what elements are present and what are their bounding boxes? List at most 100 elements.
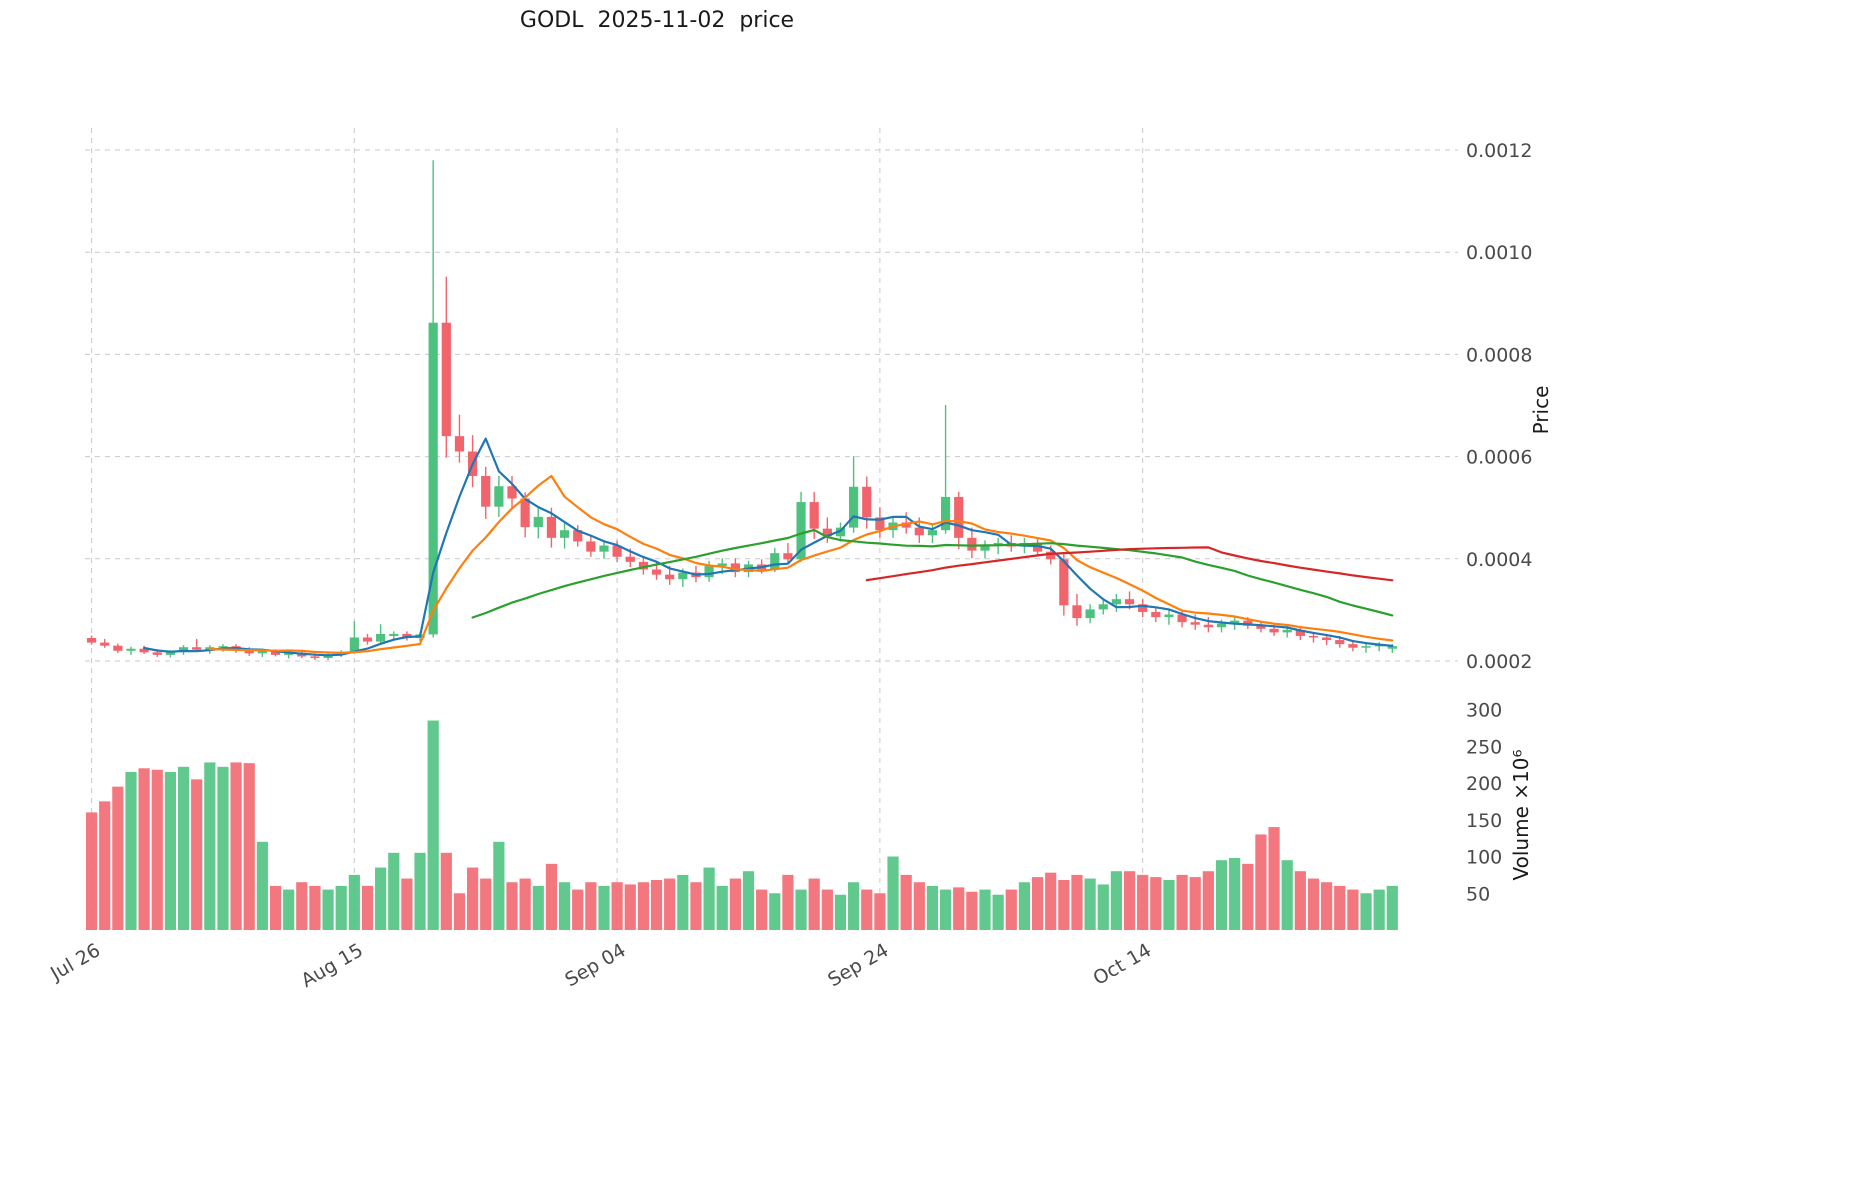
- candle-body: [389, 633, 399, 636]
- volume-bar: [1307, 878, 1320, 930]
- volume-bar: [1202, 871, 1214, 930]
- volume-bar: [1123, 871, 1136, 930]
- candle-body: [1374, 645, 1384, 647]
- volume-bar: [1294, 871, 1306, 930]
- candle-body: [783, 553, 793, 560]
- volume-bar: [624, 884, 636, 930]
- volume-bar: [598, 885, 610, 930]
- volume-bar: [256, 841, 268, 930]
- candle-body: [980, 545, 990, 551]
- candle-body: [165, 651, 176, 655]
- price-tick-label: 0.0012: [1466, 140, 1532, 162]
- volume-bar: [532, 885, 544, 930]
- ma-line-60: [865, 546, 1394, 582]
- candle-body: [665, 574, 675, 580]
- candle-body: [1243, 620, 1253, 626]
- volume-bar: [637, 882, 649, 930]
- volume-bar: [664, 878, 676, 930]
- volume-bar: [204, 762, 216, 930]
- volume-bar: [1110, 871, 1122, 930]
- volume-bar: [427, 720, 439, 930]
- volume-bar: [782, 874, 794, 930]
- volume-bar: [388, 852, 400, 930]
- candle-body: [126, 648, 136, 651]
- volume-bar: [572, 889, 584, 930]
- candle-body: [559, 530, 570, 538]
- volume-bar: [756, 889, 768, 930]
- volume-tick-label: 50: [1466, 883, 1490, 905]
- candle-body: [1059, 559, 1069, 606]
- volume-bar: [493, 841, 505, 930]
- volume-bar: [585, 882, 597, 930]
- volume-bar: [401, 878, 413, 930]
- volume-bar: [1137, 874, 1149, 930]
- volume-bar: [1045, 872, 1057, 930]
- candle-body: [849, 486, 859, 528]
- x-tick-label: Oct 14: [1090, 939, 1156, 990]
- x-tick-label: Sep 24: [824, 939, 892, 991]
- candle-body: [638, 561, 648, 570]
- volume-bar: [1084, 878, 1096, 930]
- candle-body: [1124, 599, 1135, 605]
- volume-bar: [913, 882, 925, 930]
- candle-body: [1230, 620, 1240, 624]
- volume-bar: [453, 893, 466, 930]
- volume-bar: [375, 867, 387, 930]
- candle-body: [1111, 599, 1121, 605]
- volume-bar: [1150, 877, 1162, 930]
- volume-bar: [650, 880, 663, 930]
- candle-body: [586, 541, 596, 552]
- volume-bar: [85, 812, 98, 930]
- volume-bar: [296, 882, 308, 930]
- candle-body: [494, 486, 504, 507]
- candle-body: [1098, 604, 1108, 610]
- volume-bar: [861, 889, 873, 930]
- candle-body: [533, 516, 543, 528]
- volume-bar: [1071, 874, 1083, 930]
- volume-bar: [335, 885, 347, 930]
- candle-body: [927, 530, 938, 536]
- candle-body: [1046, 551, 1056, 560]
- volume-bar: [611, 882, 623, 930]
- volume-bar: [1386, 885, 1398, 930]
- volume-bar: [887, 856, 899, 930]
- candle-body: [612, 545, 622, 557]
- volume-bar: [217, 766, 229, 930]
- volume-tick-label: 300: [1466, 700, 1502, 722]
- volume-bar: [874, 893, 886, 930]
- candle-body: [954, 496, 964, 538]
- candle-body: [376, 633, 386, 642]
- candle-body: [625, 556, 635, 562]
- volume-bar: [440, 852, 452, 930]
- candle-body: [862, 486, 872, 518]
- volume-bar: [414, 852, 426, 930]
- volume-bar: [125, 771, 137, 930]
- volume-bar: [1097, 884, 1109, 930]
- volume-bar: [992, 894, 1004, 930]
- candle-body: [1322, 637, 1332, 641]
- volume-bar: [1281, 860, 1293, 930]
- price-tick-label: 0.0010: [1466, 242, 1532, 264]
- volume-bar: [1347, 889, 1359, 930]
- candle-body: [809, 502, 819, 529]
- volume-bar: [99, 801, 111, 930]
- x-tick-label: Sep 04: [561, 939, 629, 991]
- candle-body: [481, 476, 491, 507]
- volume-bar: [480, 878, 492, 930]
- volume-bar: [848, 882, 860, 930]
- candle-body: [86, 638, 97, 643]
- volume-bar: [112, 786, 124, 930]
- candle-body: [914, 527, 924, 536]
- price-tick-label: 0.0002: [1466, 651, 1532, 673]
- price-axis-title: Price: [1529, 386, 1553, 435]
- volume-tick-label: 150: [1466, 810, 1502, 832]
- candle-body: [1138, 604, 1148, 612]
- candle-body: [507, 486, 517, 499]
- candle-body: [901, 522, 911, 528]
- candle-body: [1361, 646, 1371, 648]
- volume-bar: [1360, 893, 1372, 930]
- volume-bar: [677, 874, 689, 930]
- candle-body: [428, 322, 438, 635]
- candle-body: [520, 498, 530, 528]
